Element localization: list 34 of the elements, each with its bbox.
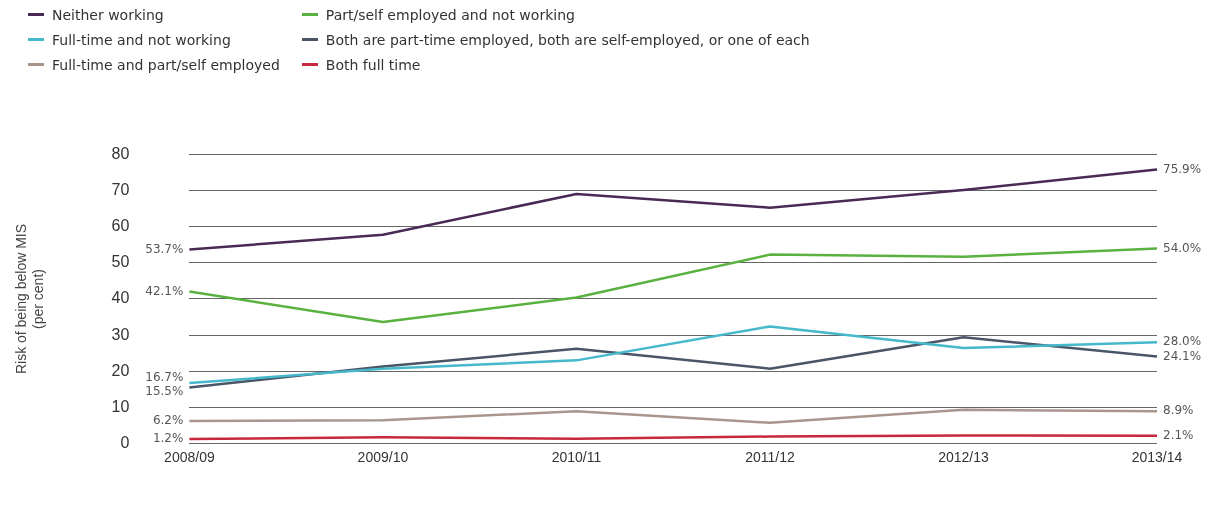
legend-label: Full-time and not working (52, 31, 231, 48)
legend-label: Neither working (52, 6, 164, 23)
legend-label: Both are part-time employed, both are self-employed, or one of each (325, 31, 810, 48)
data-label: 6.2% (152, 413, 184, 428)
data-label: 75.9% (1163, 161, 1202, 176)
legend-label: Full-time and part/self employed (52, 56, 280, 73)
data-label: 24.1% (1163, 348, 1202, 363)
y-tick-label: 10 (111, 397, 130, 415)
y-axis-title: Risk of being below MIS (per cent) (13, 223, 47, 375)
data-label: 42.1% (145, 283, 184, 298)
data-label: 53.7% (145, 241, 184, 256)
x-tick-label: 2012/13 (938, 448, 989, 465)
legend-label: Part/self employed and not working (325, 6, 575, 23)
data-label: 54.0% (1163, 240, 1202, 255)
y-tick-label: 20 (111, 361, 130, 379)
data-label: 15.5% (145, 384, 184, 399)
data-label: 2.1% (1163, 427, 1194, 442)
y-tick-label: 40 (111, 289, 130, 307)
legend-label: Both full time (325, 56, 421, 73)
x-tick-label: 2009/10 (357, 448, 409, 465)
x-tick-label: 2013/14 (1131, 448, 1183, 465)
y-tick-label: 0 (120, 433, 130, 451)
x-tick-label: 2011/12 (745, 448, 795, 465)
data-label: 1.2% (152, 431, 184, 446)
y-tick-label: 50 (111, 253, 130, 271)
y-tick-label: 30 (111, 325, 130, 343)
data-label: 8.9% (1163, 403, 1194, 418)
y-tick-label: 60 (111, 217, 130, 235)
x-tick-label: 2008/09 (164, 448, 215, 465)
data-label: 28.0% (1163, 334, 1202, 349)
y-tick-label: 80 (111, 145, 130, 163)
x-tick-label: 2010/11 (551, 448, 602, 465)
y-tick-label: 70 (111, 181, 130, 199)
data-label: 16.7% (145, 370, 184, 385)
